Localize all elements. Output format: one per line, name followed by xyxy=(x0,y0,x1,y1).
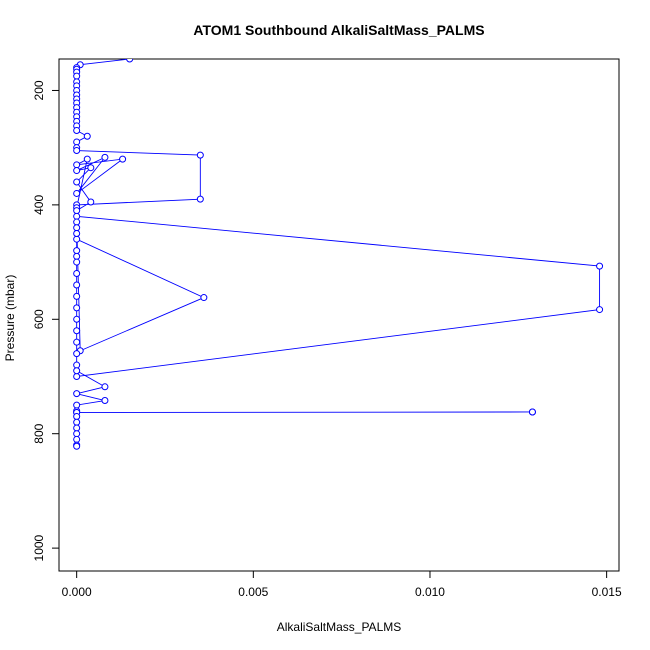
x-tick-label: 0.015 xyxy=(592,585,622,599)
data-point xyxy=(101,383,109,391)
data-point xyxy=(596,262,604,270)
data-point xyxy=(73,390,81,398)
y-tick-label: 600 xyxy=(32,309,46,329)
series-line xyxy=(76,59,601,447)
data-point xyxy=(83,155,91,163)
data-point xyxy=(73,418,81,426)
data-point xyxy=(73,442,81,450)
data-point xyxy=(73,218,81,226)
data-point xyxy=(101,397,109,405)
data-point xyxy=(73,435,81,443)
data-point xyxy=(73,161,81,169)
data-point xyxy=(73,178,81,186)
x-tick-label: 0.000 xyxy=(62,585,92,599)
data-point xyxy=(126,59,134,63)
data-point xyxy=(73,235,81,243)
y-tick-label: 400 xyxy=(32,195,46,215)
data-point xyxy=(73,338,81,346)
data-point xyxy=(73,350,81,358)
data-point xyxy=(73,224,81,232)
data-point xyxy=(87,198,95,206)
data-point xyxy=(196,151,204,159)
data-point xyxy=(73,252,81,260)
data-point xyxy=(73,327,81,335)
data-point xyxy=(73,229,81,237)
data-point xyxy=(101,153,109,161)
data-point xyxy=(73,72,81,80)
x-tick-label: 0.005 xyxy=(238,585,268,599)
data-point xyxy=(73,430,81,438)
data-point xyxy=(73,247,81,255)
data-point xyxy=(528,408,536,416)
data-point xyxy=(73,189,81,197)
data-point xyxy=(73,315,81,323)
data-point xyxy=(196,195,204,203)
x-axis: 0.000 0.005 0.010 0.015 xyxy=(62,571,622,599)
data-point xyxy=(73,401,81,409)
data-point xyxy=(73,413,81,421)
data-point xyxy=(73,367,81,375)
data-point xyxy=(200,294,208,302)
data-point xyxy=(73,167,81,175)
y-axis: 200 400 600 800 1000 xyxy=(32,80,59,561)
y-tick-label: 1000 xyxy=(32,534,46,561)
data-point xyxy=(83,132,91,140)
chart-title: ATOM1 Southbound AlkaliSaltMass_PALMS xyxy=(193,22,484,38)
data-point xyxy=(73,424,81,432)
data-point xyxy=(73,361,81,369)
y-tick-label: 800 xyxy=(32,423,46,443)
data-point xyxy=(73,147,81,155)
series-layer xyxy=(73,59,604,450)
data-point xyxy=(73,270,81,278)
data-point xyxy=(73,281,81,289)
data-point xyxy=(87,164,95,172)
data-point xyxy=(73,304,81,312)
data-point xyxy=(73,373,81,380)
data-point xyxy=(596,306,604,314)
data-point xyxy=(73,292,81,300)
x-tick-label: 0.010 xyxy=(415,585,445,599)
y-axis-label: Pressure (mbar) xyxy=(3,275,17,362)
x-axis-label: AlkaliSaltMass_PALMS xyxy=(277,620,402,634)
y-tick-label: 200 xyxy=(32,80,46,100)
plot-box xyxy=(58,58,620,572)
data-point xyxy=(119,155,127,163)
data-point xyxy=(73,127,81,135)
data-point xyxy=(73,212,81,220)
data-point xyxy=(73,138,81,146)
data-point xyxy=(73,207,81,215)
data-point xyxy=(73,258,81,266)
